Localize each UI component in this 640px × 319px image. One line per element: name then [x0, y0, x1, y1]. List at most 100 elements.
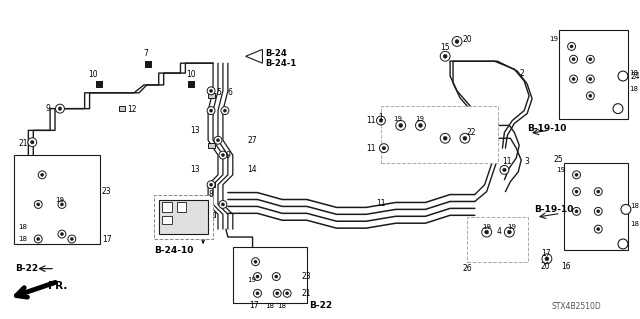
Text: 19: 19	[483, 224, 492, 230]
Circle shape	[253, 273, 262, 280]
Circle shape	[31, 140, 34, 144]
Text: 17: 17	[541, 249, 550, 258]
Circle shape	[586, 55, 595, 63]
Text: 20: 20	[541, 262, 550, 271]
Text: 26: 26	[463, 264, 472, 273]
Circle shape	[596, 227, 600, 231]
Text: 18: 18	[629, 70, 638, 76]
Circle shape	[68, 235, 76, 243]
Bar	[159, 199, 208, 234]
Circle shape	[216, 139, 220, 142]
Circle shape	[595, 207, 602, 215]
Text: 9: 9	[45, 104, 50, 113]
Text: 19: 19	[55, 197, 64, 203]
Circle shape	[219, 200, 227, 208]
Bar	[188, 81, 195, 88]
Circle shape	[618, 71, 628, 81]
Text: 12: 12	[127, 105, 136, 114]
Text: 20: 20	[463, 35, 472, 44]
Circle shape	[542, 254, 552, 264]
Text: 27: 27	[248, 136, 257, 145]
Text: B-22: B-22	[15, 264, 38, 273]
Text: 2: 2	[519, 69, 524, 78]
Text: 11: 11	[366, 144, 376, 152]
Text: 25: 25	[554, 155, 563, 165]
Bar	[145, 61, 152, 68]
Circle shape	[221, 153, 225, 157]
Circle shape	[596, 190, 600, 193]
Circle shape	[545, 257, 549, 261]
Text: 19: 19	[393, 115, 402, 122]
Text: 18: 18	[266, 303, 275, 309]
Circle shape	[40, 173, 44, 176]
Circle shape	[256, 275, 259, 278]
Circle shape	[379, 119, 383, 122]
Circle shape	[452, 37, 462, 46]
Text: 9: 9	[226, 151, 231, 160]
Text: 18: 18	[277, 303, 286, 309]
Text: B-24-10: B-24-10	[154, 246, 193, 256]
Circle shape	[484, 230, 488, 234]
Text: 10: 10	[186, 70, 196, 78]
Circle shape	[589, 94, 592, 97]
Circle shape	[440, 133, 450, 143]
Circle shape	[38, 171, 46, 179]
Circle shape	[285, 292, 289, 295]
Text: 18: 18	[629, 86, 638, 92]
Bar	[233, 247, 307, 303]
Text: 18: 18	[19, 224, 28, 230]
Circle shape	[256, 292, 259, 295]
Circle shape	[219, 151, 227, 159]
Circle shape	[254, 260, 257, 263]
Bar	[207, 212, 214, 217]
Circle shape	[415, 121, 426, 130]
Circle shape	[253, 289, 262, 297]
Text: 18: 18	[19, 236, 28, 242]
Circle shape	[275, 275, 278, 278]
Text: 14: 14	[248, 165, 257, 174]
Text: B-22: B-22	[309, 301, 332, 310]
Bar	[559, 30, 628, 119]
Bar	[162, 216, 172, 224]
Circle shape	[380, 144, 388, 152]
Circle shape	[573, 188, 580, 196]
Text: 7: 7	[143, 49, 148, 58]
Text: 11: 11	[366, 116, 376, 125]
Circle shape	[463, 136, 467, 140]
Circle shape	[568, 42, 575, 50]
Text: B-24-1: B-24-1	[266, 59, 297, 68]
Circle shape	[443, 136, 447, 140]
Bar	[207, 93, 214, 98]
Circle shape	[500, 166, 509, 174]
Circle shape	[58, 107, 61, 110]
Text: 13: 13	[190, 165, 200, 174]
Circle shape	[35, 235, 42, 243]
Text: 19: 19	[508, 224, 516, 230]
Text: FR.: FR.	[48, 281, 67, 292]
Bar	[119, 106, 125, 111]
Circle shape	[589, 58, 592, 61]
Circle shape	[570, 45, 573, 48]
Circle shape	[35, 200, 42, 208]
Circle shape	[209, 109, 212, 112]
Circle shape	[207, 107, 215, 115]
Circle shape	[221, 107, 229, 115]
Bar	[381, 106, 497, 163]
Circle shape	[482, 227, 492, 237]
Circle shape	[283, 289, 291, 297]
Text: 18: 18	[630, 204, 639, 209]
Circle shape	[376, 116, 385, 125]
Circle shape	[595, 188, 602, 196]
Text: STX4B2510D: STX4B2510D	[552, 302, 602, 311]
Text: 11: 11	[502, 158, 512, 167]
Text: 15: 15	[440, 43, 450, 52]
Text: 11: 11	[376, 199, 385, 208]
Circle shape	[28, 138, 36, 147]
Circle shape	[273, 289, 281, 297]
Circle shape	[36, 237, 40, 241]
Text: 18: 18	[630, 221, 639, 227]
Bar	[177, 203, 186, 212]
Circle shape	[214, 136, 222, 144]
Circle shape	[589, 78, 592, 81]
Bar	[467, 217, 528, 262]
